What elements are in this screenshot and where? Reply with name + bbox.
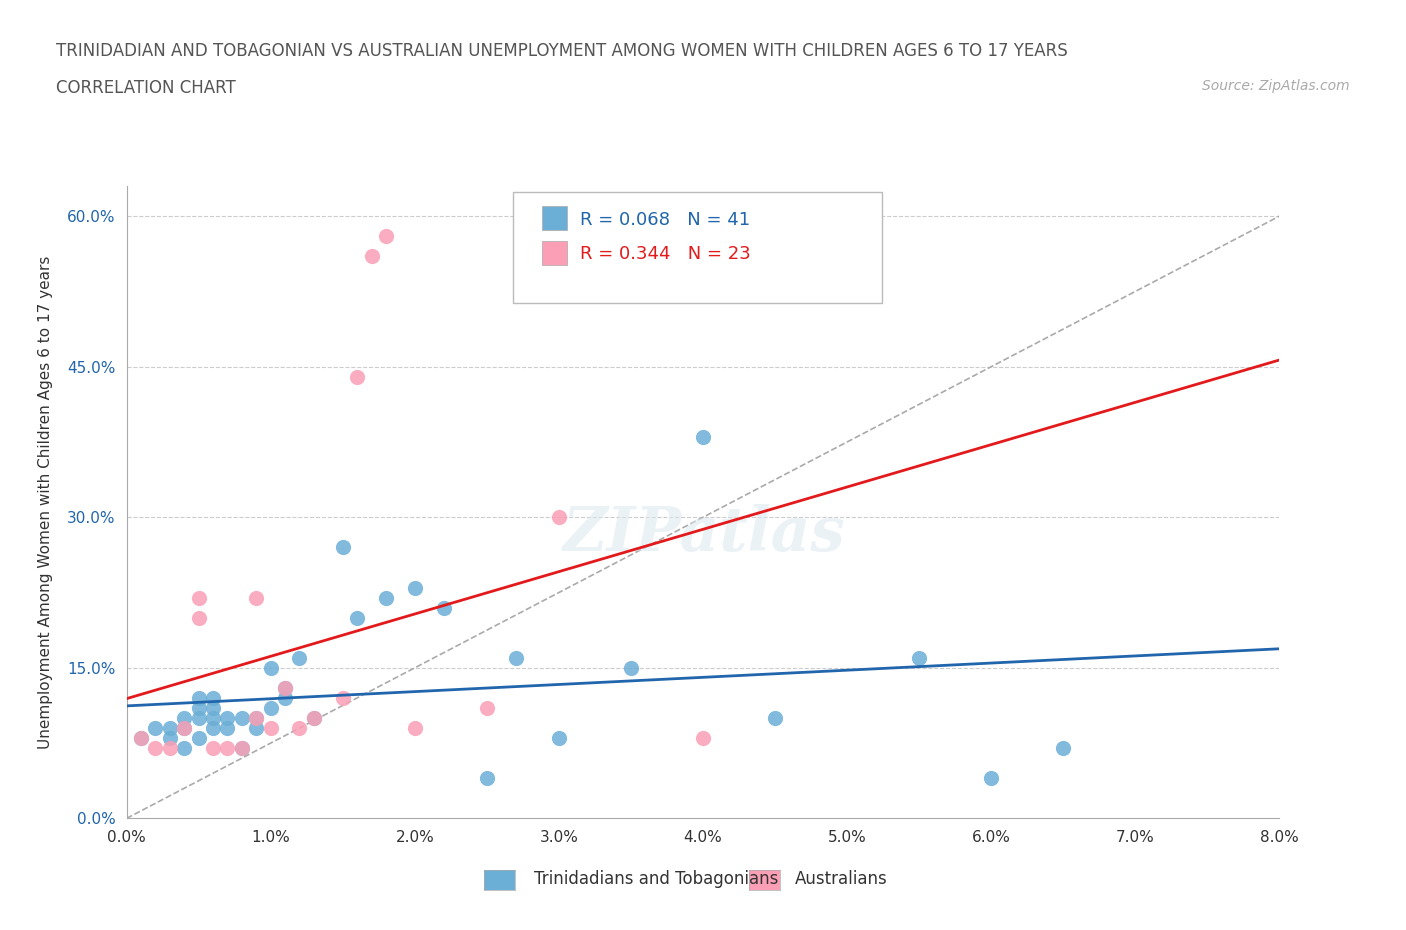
Point	[145, 721, 166, 736]
Point	[505, 650, 527, 665]
Point	[274, 681, 297, 696]
Point	[231, 740, 253, 755]
Point	[547, 510, 569, 525]
Point	[159, 721, 181, 736]
Point	[332, 540, 354, 555]
Point	[404, 580, 426, 595]
Point	[129, 731, 152, 746]
Text: Trinidadians and Tobagonians: Trinidadians and Tobagonians	[534, 870, 779, 888]
Point	[202, 700, 225, 715]
Point	[302, 711, 325, 725]
Point	[259, 700, 281, 715]
Point	[259, 721, 281, 736]
Point	[187, 711, 209, 725]
Point	[980, 771, 1002, 786]
Point	[302, 711, 325, 725]
Point	[274, 681, 297, 696]
FancyBboxPatch shape	[541, 241, 567, 265]
FancyBboxPatch shape	[541, 206, 567, 231]
Point	[404, 721, 426, 736]
Point	[346, 369, 368, 384]
Point	[187, 700, 209, 715]
Point	[692, 430, 714, 445]
Point	[374, 591, 396, 605]
Point	[245, 721, 267, 736]
Text: R = 0.068   N = 41: R = 0.068 N = 41	[579, 210, 749, 229]
Point	[173, 721, 195, 736]
Point	[360, 249, 382, 264]
Point	[159, 740, 181, 755]
Point	[217, 740, 239, 755]
Point	[202, 740, 225, 755]
Point	[173, 740, 195, 755]
FancyBboxPatch shape	[513, 193, 882, 303]
Point	[202, 690, 225, 705]
Point	[288, 721, 311, 736]
Point	[145, 740, 166, 755]
Point	[173, 711, 195, 725]
Point	[202, 711, 225, 725]
Point	[763, 711, 786, 725]
Text: CORRELATION CHART: CORRELATION CHART	[56, 79, 236, 97]
Text: TRINIDADIAN AND TOBAGONIAN VS AUSTRALIAN UNEMPLOYMENT AMONG WOMEN WITH CHILDREN : TRINIDADIAN AND TOBAGONIAN VS AUSTRALIAN…	[56, 42, 1069, 60]
Point	[433, 600, 456, 615]
Text: Australians: Australians	[794, 870, 887, 888]
Point	[217, 711, 239, 725]
Point	[1052, 740, 1074, 755]
Point	[692, 731, 714, 746]
Point	[245, 711, 267, 725]
Point	[288, 650, 311, 665]
Point	[245, 711, 267, 725]
Point	[374, 229, 396, 244]
Point	[908, 650, 931, 665]
Point	[346, 610, 368, 625]
Point	[332, 690, 354, 705]
Point	[187, 610, 209, 625]
Point	[202, 721, 225, 736]
Point	[159, 731, 181, 746]
Point	[259, 660, 281, 675]
Text: ZIPatlas: ZIPatlas	[561, 504, 845, 564]
Point	[274, 690, 297, 705]
Point	[187, 591, 209, 605]
Point	[187, 690, 209, 705]
Y-axis label: Unemployment Among Women with Children Ages 6 to 17 years: Unemployment Among Women with Children A…	[38, 256, 53, 749]
Point	[173, 721, 195, 736]
Point	[187, 731, 209, 746]
Point	[547, 731, 569, 746]
Text: R = 0.344   N = 23: R = 0.344 N = 23	[579, 246, 751, 263]
Point	[620, 660, 643, 675]
Point	[475, 700, 498, 715]
Point	[231, 711, 253, 725]
Point	[245, 591, 267, 605]
Text: Source: ZipAtlas.com: Source: ZipAtlas.com	[1202, 79, 1350, 93]
Point	[217, 721, 239, 736]
Point	[475, 771, 498, 786]
Point	[129, 731, 152, 746]
Point	[231, 740, 253, 755]
